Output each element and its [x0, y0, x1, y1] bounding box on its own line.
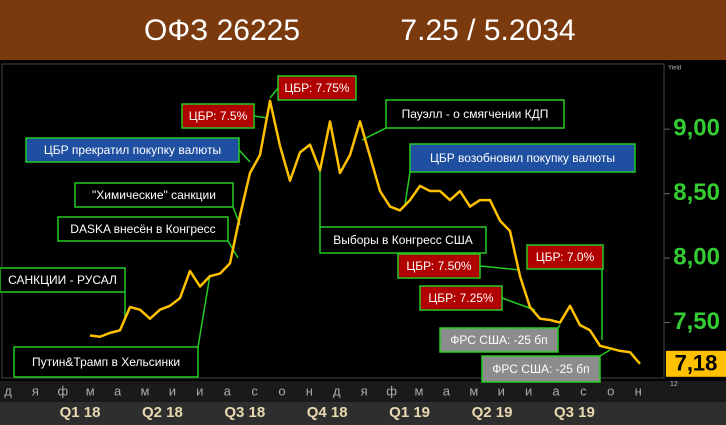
annotation-text: Путин&Трамп в Хельсинки — [32, 355, 180, 369]
quarter-label: Q3 19 — [554, 404, 595, 421]
month-label: м — [415, 383, 424, 398]
annotation-box — [181, 103, 255, 129]
annotation-box — [0, 267, 126, 293]
corner-label: 12 — [670, 381, 678, 388]
month-label: д — [4, 383, 12, 398]
month-label: а — [443, 383, 451, 398]
month-label: н — [306, 383, 313, 398]
month-label: ф — [57, 383, 68, 398]
annotation-box — [25, 137, 240, 163]
y-tick-label: 9,00 — [673, 115, 720, 142]
month-label: и — [498, 383, 505, 398]
annotation-box — [57, 216, 229, 242]
annotation-text: САНКЦИИ - РУСАЛ — [8, 273, 117, 287]
y-axis-label: Yield — [668, 66, 681, 72]
y-tick-label: 8,50 — [673, 179, 720, 206]
annotation-box — [526, 244, 604, 270]
month-label: а — [552, 383, 560, 398]
y-tick-label: 8,00 — [673, 243, 720, 270]
month-label: и — [169, 383, 176, 398]
annotation-text: ЦБР: 7.50% — [406, 259, 472, 273]
annotation-box — [319, 226, 487, 254]
current-value-box — [666, 350, 726, 377]
month-label: д — [333, 383, 341, 398]
quarter-label: Q1 18 — [60, 404, 101, 421]
annotation-text: ЦБР: 7.5% — [189, 109, 248, 123]
annotation-box — [481, 355, 601, 383]
month-label: я — [361, 383, 368, 398]
month-label: н — [635, 383, 642, 398]
annotation-text: ЦБР прекратил покупку валюты — [44, 143, 221, 157]
annotation-pointer — [404, 171, 411, 206]
annotation-pointer — [599, 349, 611, 357]
chart-subtitle: 7.25 / 5.2034 — [400, 14, 575, 47]
annotation-pointer — [269, 87, 279, 99]
annotation-text: ФРС США: -25 бп — [492, 362, 589, 376]
month-label: а — [114, 383, 122, 398]
annotation-text: ЦБР: 7.25% — [428, 291, 494, 305]
annotation-text: ФРС США: -25 бп — [450, 333, 547, 347]
annotation-text: ЦБР возобновил покупку валюты — [430, 151, 615, 165]
month-label: а — [224, 383, 232, 398]
y-tick-label: 7,50 — [673, 308, 720, 335]
plot-frame — [1, 63, 665, 379]
annotation-box — [385, 99, 565, 129]
annotation-text: Пауэлл - о смягчении КДП — [402, 107, 549, 121]
annotation-text: ЦБР: 7.75% — [284, 81, 350, 95]
annotation-text: DASKA внесён в Конгресс — [70, 222, 215, 236]
month-label: с — [251, 383, 258, 398]
month-label: с — [580, 383, 587, 398]
annotation-pointer — [197, 274, 211, 348]
quarter-label: Q1 19 — [389, 404, 430, 421]
month-label: м — [469, 383, 478, 398]
annotation-text: "Химические" санкции — [92, 188, 216, 202]
annotation-box — [13, 346, 199, 378]
yield-line — [89, 99, 641, 365]
quarter-label: Q3 18 — [224, 404, 265, 421]
month-label: м — [141, 383, 150, 398]
month-label: я — [32, 383, 39, 398]
month-label: о — [278, 383, 285, 398]
annotation-box — [277, 75, 357, 101]
current-value-label: 7,18 — [675, 351, 718, 376]
header — [0, 0, 726, 60]
annotation-box — [74, 182, 234, 208]
month-label: и — [525, 383, 532, 398]
annotation-box — [409, 143, 636, 173]
quarter-label: Q2 19 — [472, 404, 513, 421]
quarter-label: Q4 18 — [307, 404, 348, 421]
annotation-box — [397, 253, 481, 279]
month-label: м — [86, 383, 95, 398]
month-label: и — [196, 383, 203, 398]
month-label: о — [607, 383, 614, 398]
month-label: ф — [386, 383, 397, 398]
annotation-text: ЦБР: 7.0% — [536, 250, 595, 264]
quarter-label: Q2 18 — [142, 404, 183, 421]
chart-title: ОФЗ 26225 — [144, 14, 300, 47]
annotation-box — [419, 285, 503, 311]
annotation-text: Выборы в Конгресс США — [333, 233, 473, 247]
quarter-band — [0, 402, 726, 425]
annotation-pointer — [479, 265, 521, 271]
annotation-box — [439, 327, 559, 353]
annotation-pointer — [238, 149, 251, 163]
